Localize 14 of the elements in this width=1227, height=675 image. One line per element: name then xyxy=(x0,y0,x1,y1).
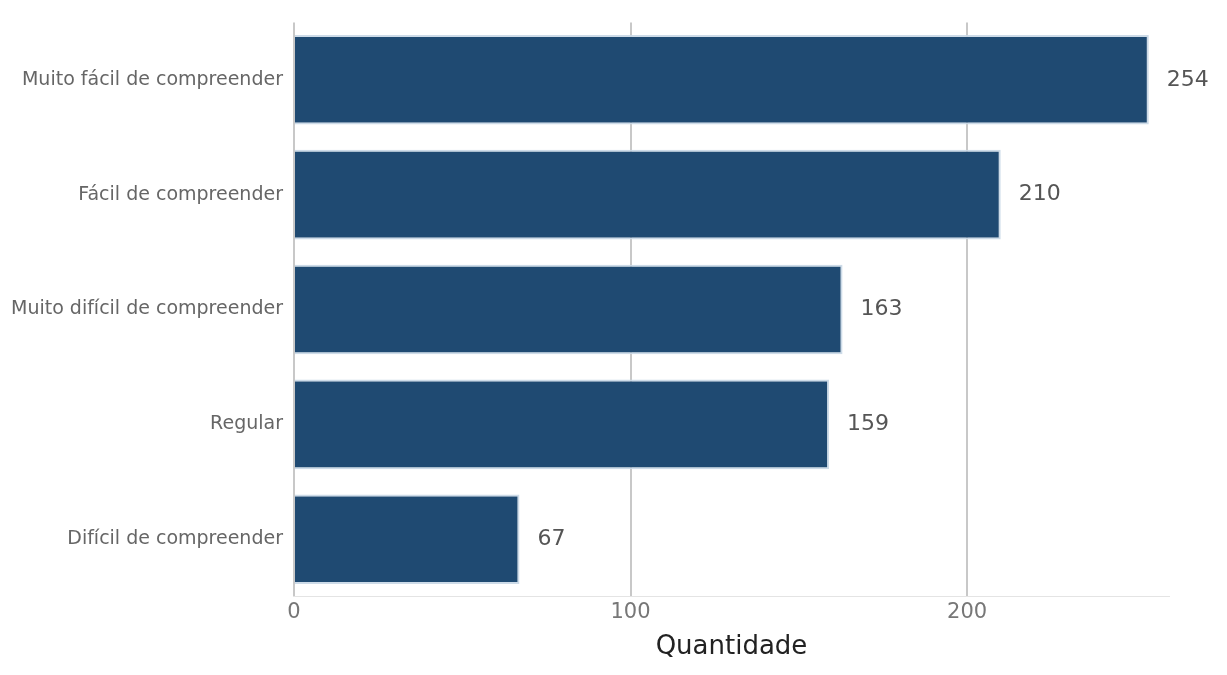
y-tick-label: Muito fácil de compreender xyxy=(21,66,284,89)
data-label: 254 xyxy=(1166,65,1209,91)
y-tick-label: Muito difícil de compreender xyxy=(11,296,284,319)
data-label: 159 xyxy=(847,410,890,436)
data-label: 210 xyxy=(1018,180,1061,206)
data-label: 163 xyxy=(860,295,903,321)
x-tick-label: 200 xyxy=(947,598,988,623)
x-tick-label: 100 xyxy=(610,598,651,623)
y-tick-label: Difícil de compreender xyxy=(67,526,284,549)
y-tick-label: Regular xyxy=(210,411,284,434)
x-tick-label: 0 xyxy=(287,598,301,623)
x-axis-title: Quantidade xyxy=(655,630,808,661)
data-label: 67 xyxy=(537,524,566,550)
y-tick-label: Fácil de compreender xyxy=(78,181,284,204)
